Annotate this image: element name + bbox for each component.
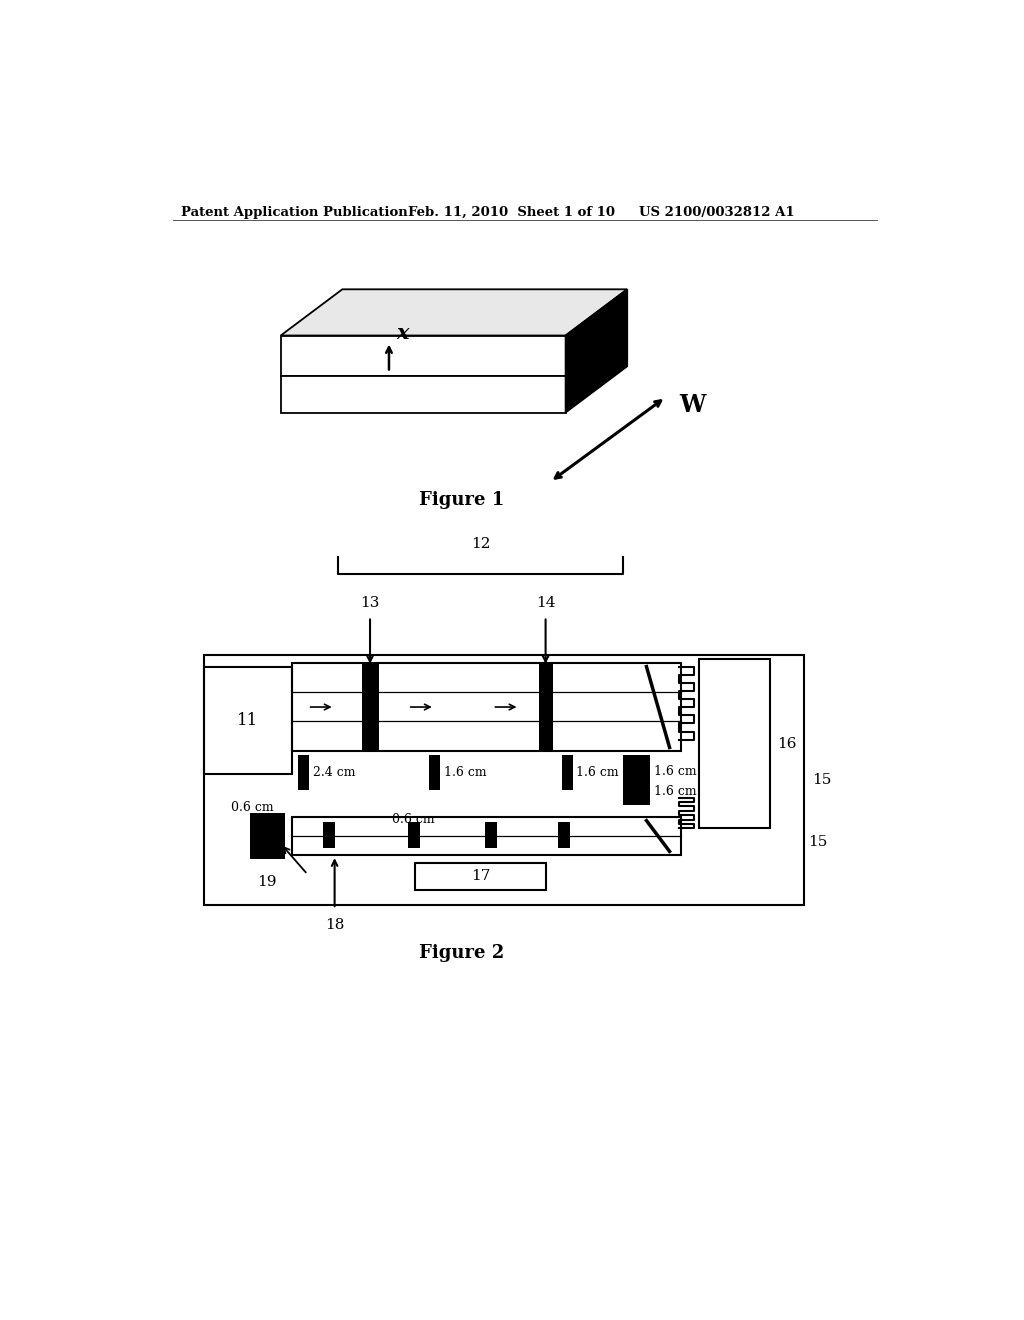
Bar bbox=[204, 667, 292, 775]
Bar bbox=[281, 375, 565, 412]
Bar bbox=[558, 822, 570, 849]
Text: 11: 11 bbox=[238, 711, 259, 729]
Bar bbox=[281, 335, 565, 376]
Bar bbox=[298, 755, 309, 789]
Text: 1.6 cm: 1.6 cm bbox=[654, 764, 696, 777]
Text: 1.6 cm: 1.6 cm bbox=[654, 784, 696, 797]
Text: 0.6 cm: 0.6 cm bbox=[230, 801, 273, 814]
Text: 1.6 cm: 1.6 cm bbox=[444, 766, 486, 779]
Bar bbox=[361, 664, 379, 750]
Text: Figure 1: Figure 1 bbox=[419, 491, 504, 510]
Bar bbox=[698, 659, 770, 829]
Text: 16: 16 bbox=[777, 737, 797, 751]
Bar bbox=[204, 655, 804, 906]
Bar bbox=[416, 863, 547, 890]
Text: 0.6 cm: 0.6 cm bbox=[392, 813, 435, 825]
Bar bbox=[429, 755, 440, 789]
Polygon shape bbox=[565, 289, 628, 412]
Text: 15: 15 bbox=[812, 774, 831, 787]
Text: 17: 17 bbox=[471, 870, 490, 883]
Text: US 2100/0032812 A1: US 2100/0032812 A1 bbox=[639, 206, 795, 219]
Text: 15: 15 bbox=[808, 834, 827, 849]
Bar bbox=[292, 817, 681, 855]
Bar bbox=[624, 755, 650, 805]
Bar bbox=[250, 813, 285, 859]
Text: Patent Application Publication: Patent Application Publication bbox=[180, 206, 408, 219]
Bar bbox=[539, 664, 553, 750]
Text: 12: 12 bbox=[471, 537, 490, 552]
Bar bbox=[323, 822, 336, 849]
Text: 19: 19 bbox=[257, 875, 276, 888]
Text: 18: 18 bbox=[325, 919, 344, 932]
Text: 2.4 cm: 2.4 cm bbox=[313, 766, 355, 779]
Text: W: W bbox=[680, 393, 707, 417]
Text: 1.6 cm: 1.6 cm bbox=[577, 766, 620, 779]
Text: Figure 2: Figure 2 bbox=[419, 944, 504, 962]
Text: 14: 14 bbox=[536, 597, 555, 610]
Bar bbox=[292, 663, 681, 751]
Text: Feb. 11, 2010  Sheet 1 of 10: Feb. 11, 2010 Sheet 1 of 10 bbox=[408, 206, 614, 219]
Polygon shape bbox=[281, 289, 628, 335]
Bar bbox=[408, 822, 420, 849]
Text: 13: 13 bbox=[360, 597, 380, 610]
Bar bbox=[562, 755, 572, 789]
Bar bbox=[484, 822, 497, 849]
Text: x: x bbox=[396, 323, 410, 343]
